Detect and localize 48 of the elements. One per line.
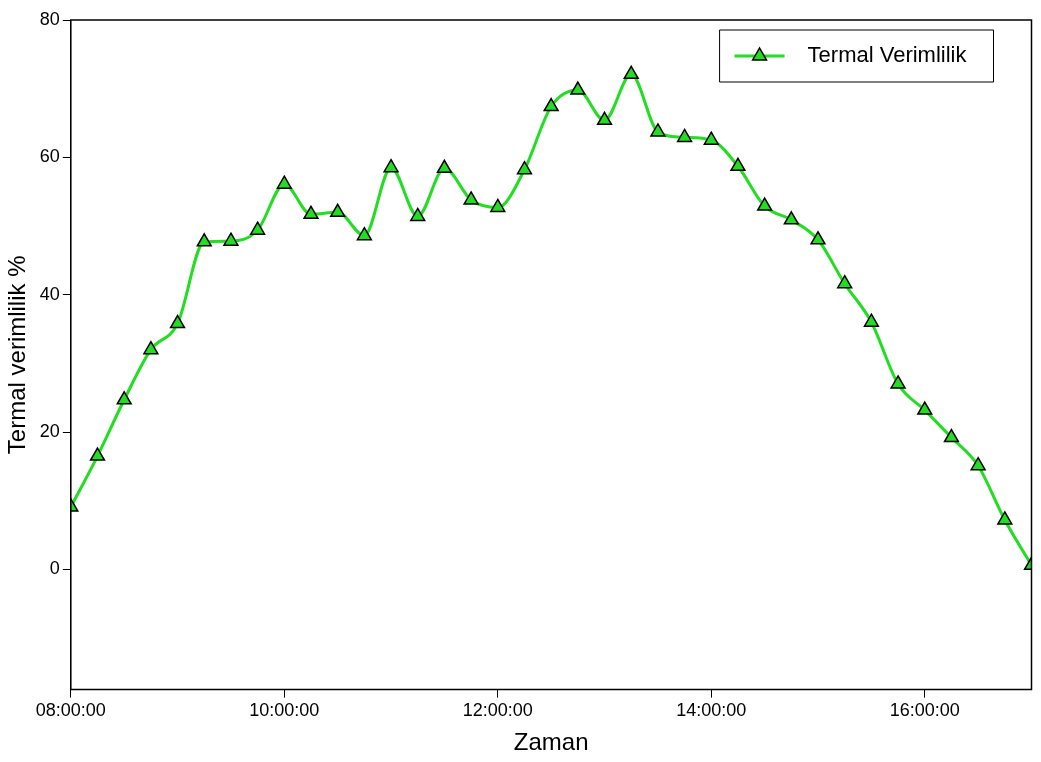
point	[330, 203, 346, 218]
y-tick-label: 60	[39, 146, 60, 167]
y-tick-label: 40	[39, 283, 60, 304]
point	[249, 221, 266, 235]
point	[196, 233, 212, 247]
point	[436, 159, 453, 174]
point	[783, 211, 800, 225]
point	[970, 456, 986, 471]
point	[516, 160, 533, 175]
point	[676, 128, 693, 143]
point	[917, 401, 933, 415]
x-tick-label: 10:00:00	[249, 700, 320, 721]
y-tick-label: 80	[39, 8, 60, 29]
point	[143, 340, 159, 355]
x-tick-label: 14:00:00	[676, 700, 747, 721]
x-tick-label: 16:00:00	[889, 700, 960, 721]
point	[890, 375, 906, 389]
point	[863, 313, 880, 327]
legend-label: Termal Verimlilik	[807, 42, 968, 68]
point	[410, 207, 426, 222]
point	[169, 314, 186, 329]
point	[383, 158, 399, 173]
point	[703, 131, 719, 145]
x-axis-title: Zaman	[513, 728, 589, 756]
y-tick-label: 20	[39, 421, 60, 442]
point	[596, 111, 613, 126]
point	[756, 197, 773, 211]
point	[543, 97, 559, 112]
point	[303, 205, 319, 220]
point	[463, 191, 479, 205]
point	[223, 232, 239, 246]
x-tick-label: 12:00:00	[462, 700, 533, 721]
point	[943, 428, 960, 443]
y-tick-label: 0	[49, 558, 60, 579]
point	[570, 81, 586, 95]
point	[650, 123, 666, 137]
point	[730, 157, 746, 172]
point	[116, 391, 132, 405]
point	[89, 447, 106, 461]
point	[810, 231, 826, 245]
point	[276, 175, 292, 189]
point	[490, 198, 506, 213]
point	[997, 511, 1013, 525]
point	[623, 65, 639, 80]
point	[356, 226, 373, 241]
y-axis-title: Termal verimlilik %	[3, 255, 31, 455]
point	[837, 274, 853, 289]
x-tick-label: 08:00:00	[35, 700, 106, 721]
